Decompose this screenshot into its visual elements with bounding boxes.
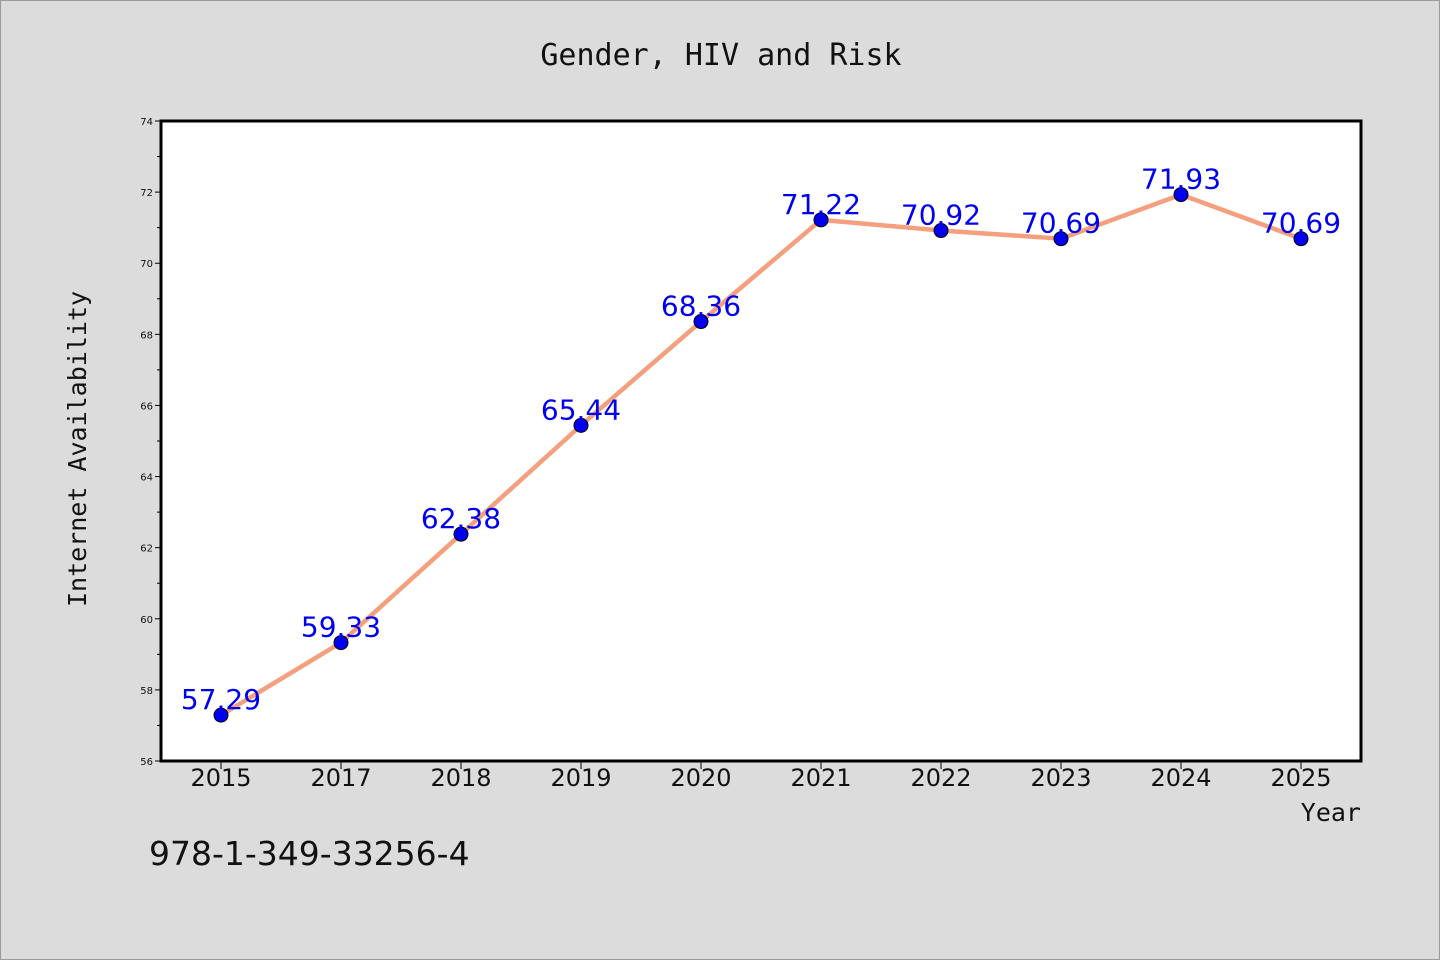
x-tick-label: 2017	[310, 764, 371, 792]
data-label: 70.69	[1261, 207, 1341, 240]
x-axis: 2015 2017 2018 2019 2020 2021 2022 2023 2024 2025	[190, 761, 1332, 792]
data-point	[693, 314, 709, 330]
x-tick-label: 2022	[910, 764, 971, 792]
y-tick-label: 56	[140, 757, 153, 768]
x-tick-label: 2018	[430, 764, 491, 792]
x-tick-label: 2021	[790, 764, 851, 792]
y-axis-label: Internet Availability	[63, 291, 92, 607]
data-point	[1293, 231, 1309, 247]
data-label: 59.33	[301, 611, 381, 644]
data-point	[333, 635, 349, 651]
y-tick-label: 72	[140, 188, 153, 199]
isbn-text: 978-1-349-33256-4	[149, 834, 470, 873]
data-label: 57.29	[181, 683, 261, 716]
x-axis-label: Year	[1301, 798, 1361, 827]
y-tick-label: 60	[140, 615, 153, 626]
x-tick-label: 2020	[670, 764, 731, 792]
y-tick-label: 74	[140, 117, 153, 128]
chart-title: Gender, HIV and Risk	[540, 38, 901, 73]
data-label: 71.22	[781, 188, 861, 221]
x-tick-label: 2019	[550, 764, 611, 792]
data-point	[213, 707, 229, 723]
y-tick-label: 64	[140, 473, 153, 484]
y-tick-label: 70	[140, 259, 153, 270]
data-point	[573, 417, 589, 433]
data-point	[1053, 231, 1069, 247]
data-label: 70.69	[1021, 207, 1101, 240]
series-layer	[213, 187, 1309, 723]
y-tick-label: 66	[140, 401, 153, 412]
data-label: 68.36	[661, 290, 741, 323]
data-label: 71.93	[1141, 163, 1221, 196]
y-tick-label: 68	[140, 330, 153, 341]
data-label: 70.92	[901, 199, 981, 232]
data-point	[813, 212, 829, 228]
plot-area	[159, 119, 1363, 763]
x-tick-label: 2023	[1030, 764, 1091, 792]
x-tick-label: 2024	[1150, 764, 1211, 792]
x-tick-label: 2025	[1270, 764, 1331, 792]
data-label: 62.38	[421, 502, 501, 535]
data-point	[933, 223, 949, 239]
series-line	[218, 192, 1304, 718]
data-point	[1173, 187, 1189, 203]
x-tick-label: 2015	[190, 764, 251, 792]
data-label: 65.44	[541, 393, 621, 426]
y-axis: 56 58 60 62 64 66 68 70 72 74	[140, 117, 161, 768]
y-tick-label: 62	[140, 544, 153, 555]
data-label-layer: 57.29 59.33 62.38 65.44 68.36 71.22 70.92 70.69…	[181, 163, 1341, 717]
data-point	[453, 526, 469, 542]
y-tick-label: 58	[140, 686, 153, 697]
